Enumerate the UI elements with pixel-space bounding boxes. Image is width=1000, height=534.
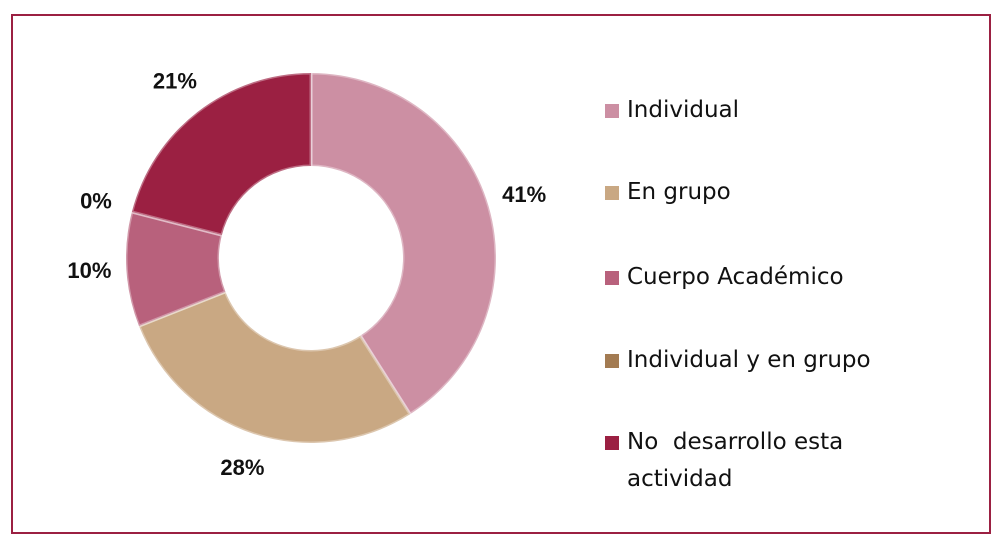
legend-label: Cuerpo Académico <box>627 264 844 290</box>
legend-swatch <box>605 436 619 450</box>
donut: 41% 28% 10% 0% 21% <box>67 68 546 480</box>
legend-label: Individual y en grupo <box>627 347 871 373</box>
data-label: 10% <box>67 258 111 283</box>
legend-swatch <box>605 354 619 368</box>
legend-swatch <box>605 186 619 200</box>
legend-label: Individual <box>627 97 740 123</box>
legend-item: En grupo <box>605 174 731 211</box>
legend-swatch <box>605 271 619 285</box>
data-label: 0% <box>80 189 112 214</box>
data-label: 41% <box>502 182 546 207</box>
data-label: 28% <box>220 455 264 480</box>
legend-item: No desarrollo esta actividad <box>605 424 917 498</box>
legend-label: En grupo <box>627 179 731 205</box>
donut-segment <box>137 289 413 445</box>
legend-item: Cuerpo Académico <box>605 259 844 296</box>
legend-item: Individual y en grupo <box>605 342 877 379</box>
donut-segment <box>309 71 498 417</box>
legend-item: Individual <box>605 92 739 129</box>
data-label: 21% <box>153 68 197 93</box>
donut-segment <box>124 210 228 329</box>
chart: 41% 28% 10% 0% 21% Individual En grupo Cuerpo … <box>11 14 991 534</box>
donut-segment <box>129 71 313 237</box>
legend-label: No desarrollo esta actividad <box>627 429 851 492</box>
legend-swatch <box>605 104 619 118</box>
